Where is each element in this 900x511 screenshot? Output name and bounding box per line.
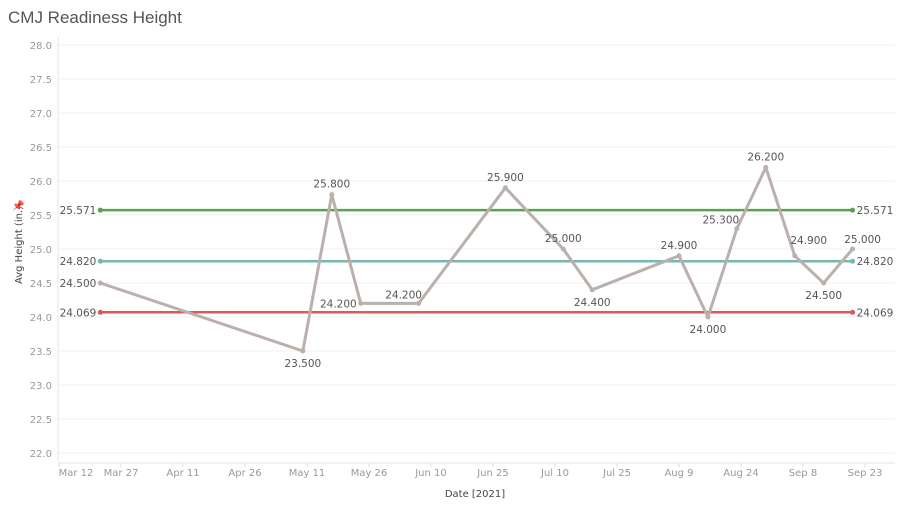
x-axis-title: Date [2021] <box>445 489 505 500</box>
y-tick-label: 22.5 <box>30 415 52 426</box>
data-point <box>821 280 827 286</box>
x-tick-label: Sep 8 <box>789 468 817 479</box>
data-point <box>792 253 798 259</box>
x-tick-label: Jun 25 <box>476 468 509 479</box>
data-point <box>734 226 740 232</box>
data-label: 24.900 <box>661 240 698 252</box>
data-label: 23.500 <box>284 358 321 370</box>
data-point <box>850 246 856 252</box>
data-point <box>705 314 711 320</box>
data-point <box>676 253 682 259</box>
x-tick-label: Mar 27 <box>104 468 139 479</box>
y-tick-label: 28.0 <box>30 41 52 52</box>
data-label: 24.200 <box>385 289 422 301</box>
y-axis-title: Avg Height (in.) <box>14 206 25 284</box>
data-label: 24.900 <box>790 235 827 247</box>
data-label: 24.400 <box>574 297 611 309</box>
data-label: 24.200 <box>320 298 357 310</box>
x-tick-label: Aug 9 <box>664 468 693 479</box>
y-tick-label: 26.5 <box>30 143 52 154</box>
x-tick-label: May 11 <box>289 468 326 479</box>
data-label: 25.000 <box>844 234 881 246</box>
data-point <box>416 300 422 306</box>
reference-point <box>97 258 103 264</box>
reference-label: 24.069 <box>857 307 894 319</box>
y-tick-label: 22.0 <box>30 449 52 460</box>
x-tick-label: Jul 10 <box>540 468 569 479</box>
reference-point <box>97 309 103 315</box>
y-tick-label: 27.0 <box>30 109 52 120</box>
reference-point <box>850 258 856 264</box>
x-tick-label: Mar 12 <box>59 468 94 479</box>
reference-label: 24.820 <box>60 256 97 268</box>
reference-point <box>850 207 856 213</box>
x-tick-label: Jul 25 <box>602 468 631 479</box>
data-label: 24.500 <box>805 290 842 302</box>
y-tick-label: 25.0 <box>30 245 52 256</box>
x-tick-label: May 26 <box>351 468 388 479</box>
data-point <box>97 280 103 286</box>
data-point <box>300 348 306 354</box>
data-label: 25.900 <box>487 172 524 184</box>
data-label: 26.200 <box>747 151 784 163</box>
y-tick-label: 23.0 <box>30 381 52 392</box>
x-tick-label: Apr 11 <box>166 468 199 479</box>
y-tick-label: 27.5 <box>30 75 52 86</box>
data-label: 25.300 <box>702 215 739 227</box>
data-label: 25.000 <box>545 233 582 245</box>
data-point <box>589 287 595 293</box>
data-label: 24.000 <box>690 324 727 336</box>
reference-label: 25.571 <box>60 205 97 217</box>
y-tick-label: 24.5 <box>30 279 52 290</box>
data-point <box>358 300 364 306</box>
y-tick-label: 24.0 <box>30 313 52 324</box>
reference-point <box>850 309 856 315</box>
reference-label: 24.820 <box>857 256 894 268</box>
y-tick-label: 23.5 <box>30 347 52 358</box>
x-tick-label: Sep 23 <box>848 468 883 479</box>
data-label: 25.800 <box>313 179 350 191</box>
chart-title: CMJ Readiness Height <box>8 8 182 27</box>
y-tick-label: 26.0 <box>30 177 52 188</box>
pin-icon: 📌 <box>12 199 25 212</box>
data-point <box>560 246 566 252</box>
x-tick-label: Aug 24 <box>723 468 758 479</box>
y-tick-label: 25.5 <box>30 211 52 222</box>
reference-label: 25.571 <box>857 205 894 217</box>
data-point <box>329 192 335 198</box>
x-tick-label: Apr 26 <box>228 468 261 479</box>
data-label: 24.500 <box>60 278 97 290</box>
reference-label: 24.069 <box>60 307 97 319</box>
data-point <box>502 185 508 191</box>
reference-point <box>97 207 103 213</box>
data-point <box>763 164 769 170</box>
x-tick-label: Jun 10 <box>414 468 447 479</box>
series-line <box>99 165 854 353</box>
